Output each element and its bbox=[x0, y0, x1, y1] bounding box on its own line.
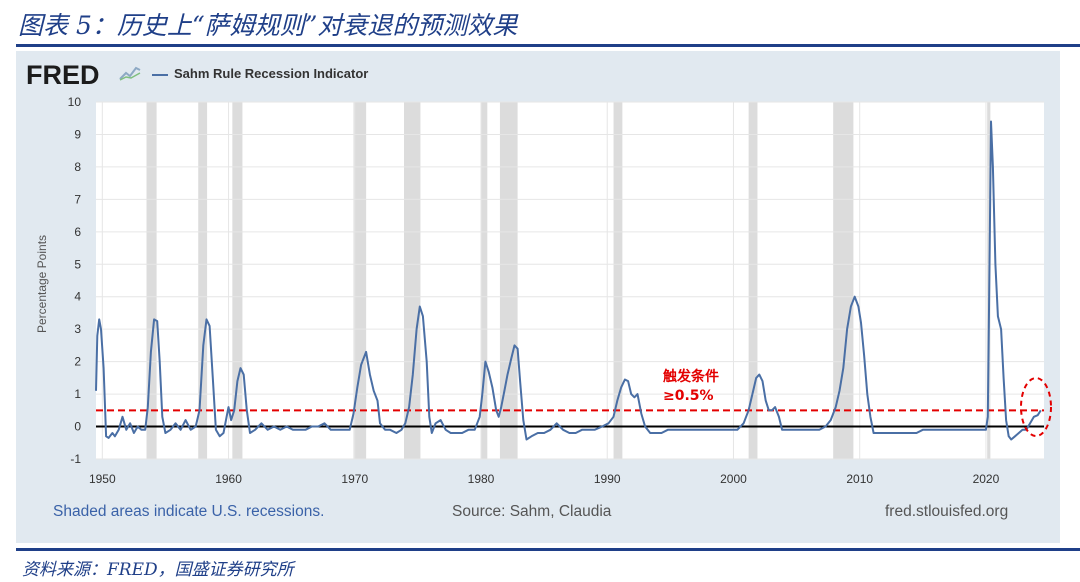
recession-band bbox=[748, 102, 758, 459]
recession-bands bbox=[146, 102, 991, 459]
x-tick-labels: 1950 1960 1970 1980 1990 2000 2010 2020 bbox=[89, 472, 1000, 486]
recession-band bbox=[232, 102, 243, 459]
recession-band bbox=[353, 102, 367, 459]
threshold-annotation-line1: 触发条件 bbox=[663, 369, 719, 385]
y-tick-label: 7 bbox=[74, 192, 81, 206]
y-tick-label: 6 bbox=[74, 225, 81, 239]
threshold-annotation-line2: ≥0.5% bbox=[663, 388, 714, 404]
figure-title: 图表 5：历史上“萨姆规则”对衰退的预测效果 bbox=[18, 11, 518, 40]
x-tick-label: 1990 bbox=[594, 472, 621, 486]
legend-swatch bbox=[152, 74, 168, 76]
fred-site-link[interactable]: fred.stlouisfed.org bbox=[885, 503, 1009, 520]
fred-logo: FRED bbox=[26, 60, 100, 90]
title-rule bbox=[16, 44, 1080, 47]
recession-band bbox=[833, 102, 854, 459]
y-axis-label: Percentage Points bbox=[35, 235, 49, 333]
recession-band bbox=[499, 102, 518, 459]
series-line bbox=[95, 120, 1042, 441]
y-tick-label: 1 bbox=[74, 387, 81, 401]
y-tick-label: 4 bbox=[74, 290, 81, 304]
y-tick-label: 8 bbox=[74, 160, 81, 174]
y-tick-label: 5 bbox=[74, 257, 81, 271]
y-tick-label: 2 bbox=[74, 355, 81, 369]
x-tick-label: 1950 bbox=[89, 472, 116, 486]
x-tick-label: 2020 bbox=[973, 472, 1000, 486]
current-reading-highlight bbox=[1020, 377, 1052, 437]
y-tick-label: -1 bbox=[70, 452, 81, 466]
y-tick-label: 9 bbox=[74, 127, 81, 141]
recession-band bbox=[613, 102, 623, 459]
source-note: Source: Sahm, Claudia bbox=[452, 503, 612, 520]
figure-source: 资料来源：FRED，国盛证券研究所 bbox=[22, 560, 294, 580]
x-tick-label: 1980 bbox=[468, 472, 495, 486]
y-tick-label: 3 bbox=[74, 322, 81, 336]
recession-band bbox=[146, 102, 157, 459]
recession-band bbox=[404, 102, 421, 459]
x-tick-label: 1970 bbox=[341, 472, 368, 486]
y-tick-label: 0 bbox=[74, 420, 81, 434]
x-tick-label: 1960 bbox=[215, 472, 242, 486]
recession-band bbox=[198, 102, 208, 459]
source-rule bbox=[16, 548, 1080, 551]
x-tick-label: 2000 bbox=[720, 472, 747, 486]
y-tick-label: 10 bbox=[68, 95, 82, 109]
x-tick-label: 2010 bbox=[846, 472, 873, 486]
y-tick-labels: -1 0 1 2 3 4 5 6 7 8 9 10 bbox=[68, 95, 82, 466]
fred-chart-icon bbox=[118, 64, 142, 82]
shaded-areas-note: Shaded areas indicate U.S. recessions. bbox=[53, 503, 325, 520]
plot-area bbox=[96, 102, 1044, 459]
recession-band bbox=[481, 102, 488, 459]
legend-label: Sahm Rule Recession Indicator bbox=[174, 66, 369, 81]
